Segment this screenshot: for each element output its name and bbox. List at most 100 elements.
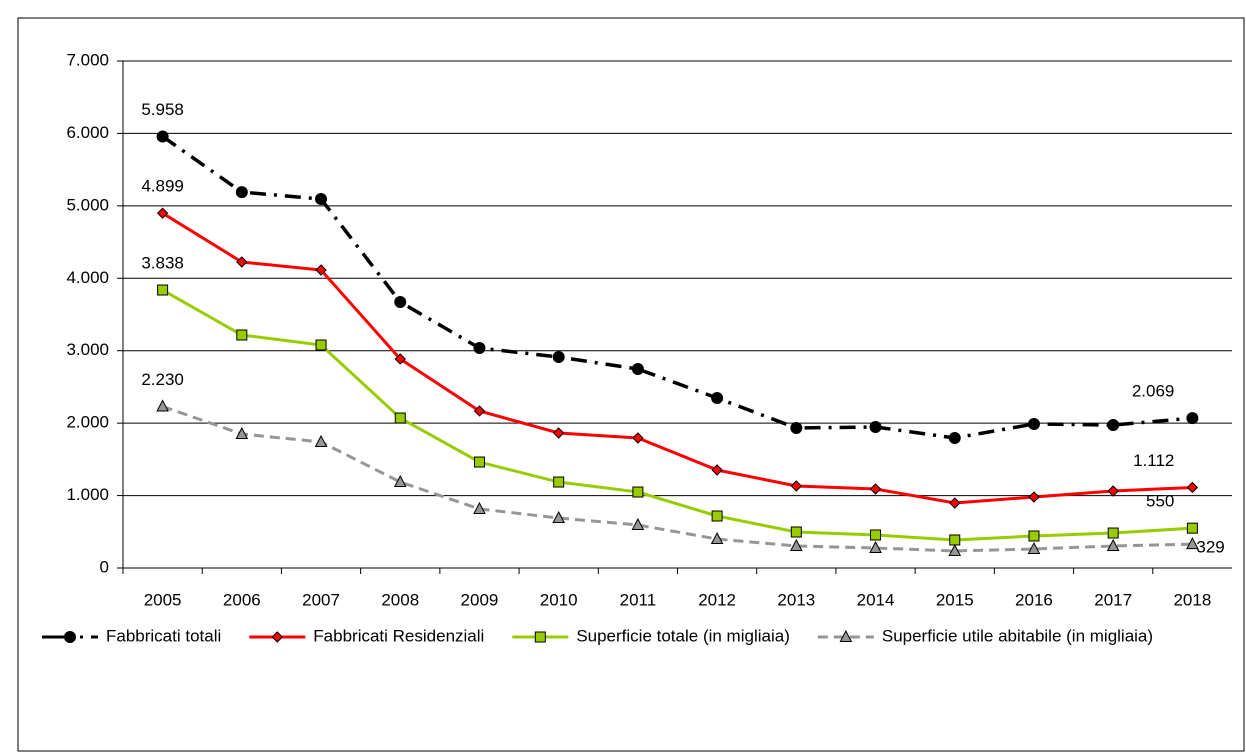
marker <box>948 431 961 444</box>
marker <box>473 342 486 355</box>
marker <box>1028 530 1040 542</box>
marker <box>235 186 248 199</box>
marker <box>394 296 407 309</box>
marker <box>315 339 327 351</box>
series-line <box>161 135 1193 440</box>
x-tick-label: 2013 <box>777 590 815 609</box>
chart-border <box>17 17 1245 752</box>
marker <box>534 631 546 643</box>
marker <box>869 483 882 495</box>
marker <box>631 363 644 376</box>
marker <box>1107 419 1120 432</box>
marker <box>156 399 169 412</box>
data-label: 550 <box>1146 492 1174 511</box>
data-label: 4.899 <box>141 177 184 196</box>
marker <box>869 540 882 554</box>
marker <box>394 353 406 365</box>
y-tick-label: 0 <box>100 557 109 576</box>
x-tick-label: 2015 <box>936 590 974 609</box>
x-tick-label: 2010 <box>540 590 578 609</box>
marker <box>711 464 723 476</box>
legend-item: Superficie totale (in migliaia) <box>512 626 790 645</box>
marker <box>949 497 961 509</box>
marker <box>157 284 169 296</box>
marker <box>1107 527 1119 539</box>
marker <box>552 351 565 364</box>
marker <box>1027 418 1040 431</box>
data-label: 5.958 <box>141 100 184 119</box>
x-tick-label: 2008 <box>381 590 419 609</box>
marker <box>870 529 882 541</box>
x-tick-label: 2014 <box>857 590 895 609</box>
legend-label: Fabbricati Residenziali <box>313 626 484 645</box>
x-tick-label: 2018 <box>1173 590 1211 609</box>
x-tick-label: 2017 <box>1094 590 1132 609</box>
marker <box>315 264 327 276</box>
marker <box>552 427 565 439</box>
legend-item: Superficie utile abitabile (in migliaia) <box>817 626 1153 645</box>
marker <box>839 629 853 642</box>
marker <box>790 480 803 492</box>
marker <box>314 434 328 447</box>
data-label: 329 <box>1196 538 1224 557</box>
series-line <box>161 211 1193 505</box>
marker <box>1186 412 1199 425</box>
x-tick-label: 2009 <box>461 590 499 609</box>
marker <box>394 412 406 424</box>
marker <box>156 130 169 143</box>
x-tick-label: 2007 <box>302 590 340 609</box>
marker <box>393 474 407 488</box>
marker <box>473 405 486 417</box>
marker <box>1186 481 1199 494</box>
marker <box>790 421 803 434</box>
marker <box>64 631 76 643</box>
marker <box>1027 541 1041 555</box>
legend-label: Superficie totale (in migliaia) <box>576 626 790 645</box>
marker <box>711 510 723 522</box>
marker <box>949 534 961 546</box>
y-tick-label: 5.000 <box>66 195 109 214</box>
marker <box>632 486 644 498</box>
legend-item: Fabbricati Residenziali <box>249 626 484 645</box>
y-tick-label: 7.000 <box>66 50 109 69</box>
marker <box>869 420 882 433</box>
marker <box>271 631 283 643</box>
marker <box>631 517 645 530</box>
series-line <box>162 405 1193 553</box>
x-tick-label: 2005 <box>144 590 182 609</box>
data-label: 3.838 <box>141 254 184 273</box>
x-tick-label: 2011 <box>620 590 657 609</box>
series-line <box>161 288 1193 542</box>
marker <box>235 426 249 440</box>
marker <box>156 207 169 219</box>
x-tick-label: 2006 <box>223 590 261 609</box>
marker <box>315 193 328 206</box>
marker <box>1106 538 1120 551</box>
marker <box>1107 485 1119 497</box>
data-label: 2.069 <box>1132 382 1175 401</box>
marker <box>236 329 248 341</box>
y-tick-label: 6.000 <box>66 123 109 142</box>
marker <box>236 256 248 268</box>
marker <box>711 392 724 405</box>
data-label: 2.230 <box>141 370 184 389</box>
marker <box>552 510 566 524</box>
y-tick-label: 1.000 <box>66 485 109 504</box>
legend-label: Superficie utile abitabile (in migliaia) <box>882 626 1153 645</box>
y-tick-label: 4.000 <box>66 268 109 287</box>
marker <box>948 543 962 556</box>
marker <box>632 432 644 444</box>
y-tick-label: 2.000 <box>66 413 109 432</box>
marker <box>473 456 485 468</box>
marker <box>473 501 486 514</box>
legend-label: Fabbricati totali <box>106 626 221 645</box>
marker <box>553 476 565 488</box>
x-tick-label: 2016 <box>1015 590 1053 609</box>
data-label: 1.112 <box>1133 451 1174 470</box>
marker <box>1186 522 1198 534</box>
marker <box>710 531 724 545</box>
x-tick-label: 2012 <box>698 590 736 609</box>
marker <box>1028 491 1040 503</box>
